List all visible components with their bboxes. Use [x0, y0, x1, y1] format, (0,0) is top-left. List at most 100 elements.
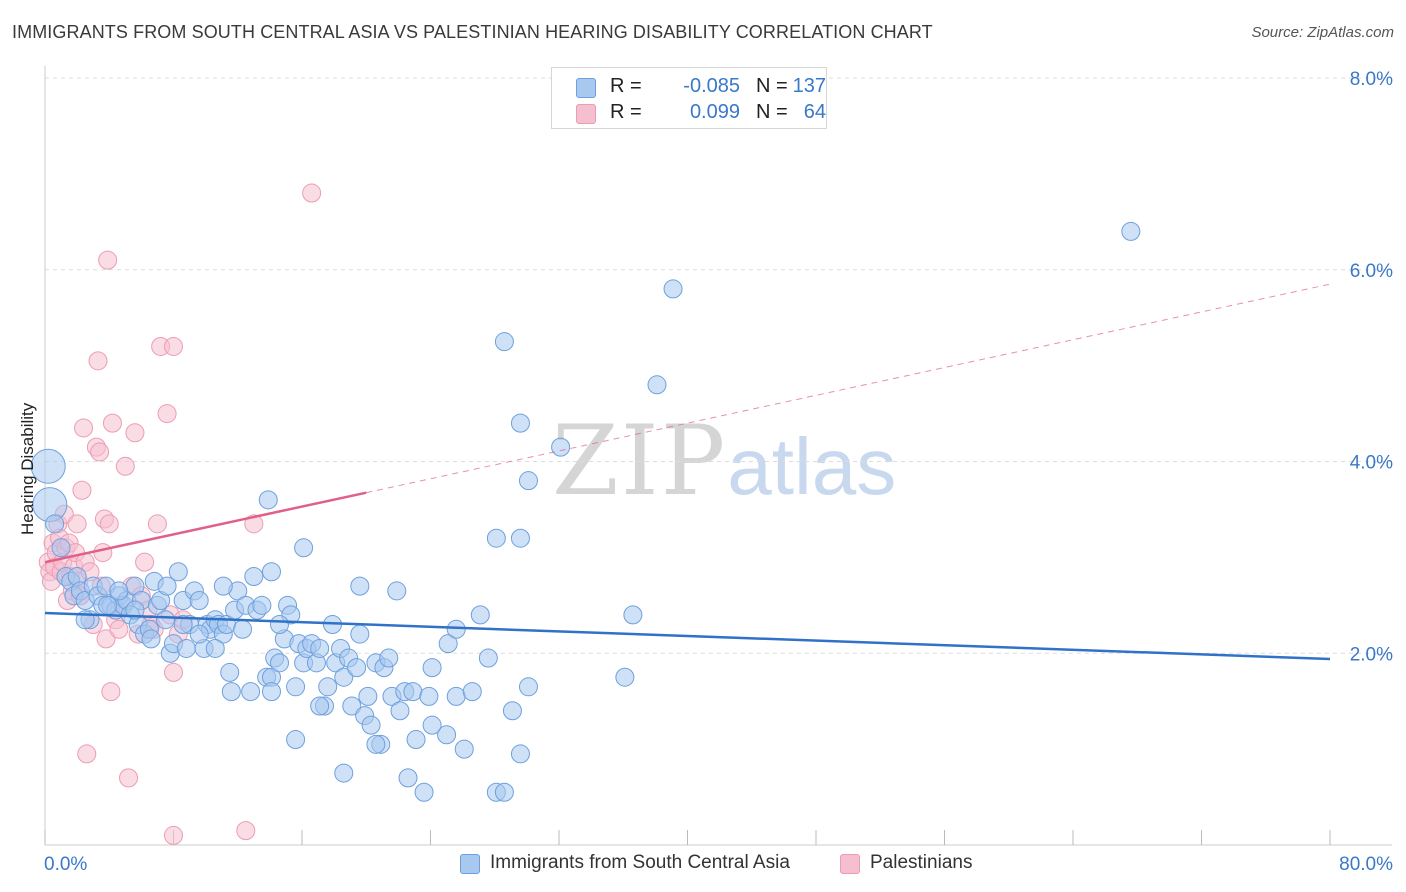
data-point	[403, 682, 423, 702]
data-point	[164, 662, 183, 682]
legend-r-value: 0.099	[689, 101, 740, 123]
data-point	[518, 677, 538, 697]
trend-line-pink	[44, 491, 367, 564]
legend-swatch-pink	[840, 854, 860, 874]
axes	[44, 66, 1392, 846]
data-point	[647, 375, 667, 395]
data-point	[270, 614, 290, 634]
data-point	[310, 696, 330, 716]
data-point	[233, 619, 253, 639]
data-point	[422, 715, 442, 735]
data-point	[302, 183, 322, 203]
x-tick-label: 80.0%	[1339, 854, 1393, 875]
data-point	[147, 514, 167, 534]
legend-label: Immigrants from South Central Asia	[490, 852, 790, 873]
data-point	[379, 648, 399, 668]
data-point	[422, 658, 442, 678]
data-point	[406, 730, 426, 750]
legend-n-value: 64	[803, 101, 826, 123]
legend-swatch-pink	[576, 104, 596, 124]
y-tick-label: 6.0%	[1350, 261, 1393, 282]
data-point	[454, 739, 474, 759]
data-point	[510, 413, 530, 433]
legend-swatch-blue	[460, 854, 480, 874]
data-point	[30, 448, 66, 484]
data-point	[164, 825, 183, 845]
data-point	[398, 768, 418, 788]
data-point	[205, 638, 225, 658]
data-point	[115, 456, 135, 476]
data-point	[387, 581, 407, 601]
trend-line-blue	[44, 611, 1331, 661]
data-point	[109, 581, 129, 601]
south-central-asia-points	[30, 221, 1141, 802]
data-point	[157, 576, 177, 596]
data-point	[157, 404, 177, 424]
data-point	[173, 614, 193, 634]
chart-title: IMMIGRANTS FROM SOUTH CENTRAL ASIA VS PA…	[12, 22, 933, 42]
data-point	[101, 682, 121, 702]
data-point	[164, 336, 183, 356]
data-point	[96, 629, 116, 649]
data-point	[45, 514, 65, 534]
data-point	[99, 514, 119, 534]
legend-n-value: 137	[792, 75, 826, 97]
data-point	[168, 562, 188, 582]
data-point	[93, 543, 113, 563]
data-point	[51, 538, 71, 558]
data-point	[252, 595, 272, 615]
data-point	[551, 437, 571, 457]
data-point	[615, 667, 635, 687]
data-point	[189, 624, 209, 644]
data-point	[446, 619, 466, 639]
data-point	[350, 624, 370, 644]
data-point	[155, 610, 175, 630]
legend-r-label: R =	[610, 101, 642, 123]
legend-r-value: -0.085	[683, 75, 740, 97]
watermark: ZIPatlas	[552, 405, 896, 517]
data-point	[119, 768, 139, 788]
y-tick-label: 8.0%	[1350, 69, 1393, 90]
data-point	[419, 686, 439, 706]
data-point	[502, 701, 522, 721]
data-point	[294, 538, 314, 558]
legend-n-label: N =	[756, 75, 788, 97]
data-point	[342, 696, 362, 716]
data-point	[310, 638, 330, 658]
data-point	[241, 682, 261, 702]
data-point	[478, 648, 498, 668]
correlation-legend: R = -0.085 N = 137 R = 0.099 N = 64	[551, 67, 827, 129]
y-tick-labels: 2.0% 4.0% 6.0% 8.0%	[1350, 69, 1393, 665]
data-point	[270, 653, 290, 673]
data-point	[72, 480, 92, 500]
data-point	[221, 682, 241, 702]
data-point	[361, 715, 381, 735]
data-point	[98, 250, 118, 270]
data-point	[67, 514, 87, 534]
data-point	[90, 442, 110, 462]
data-point	[244, 567, 264, 587]
data-point	[518, 471, 538, 491]
data-point	[135, 552, 155, 572]
data-point	[286, 730, 306, 750]
data-point	[1121, 221, 1141, 241]
grid-lines	[45, 77, 1392, 654]
data-point	[125, 423, 145, 443]
data-point	[74, 418, 94, 438]
legend-label: Palestinians	[870, 852, 973, 873]
chart-source: Source: ZipAtlas.com	[1251, 24, 1394, 41]
data-point	[176, 638, 196, 658]
data-point	[414, 782, 434, 802]
data-point	[494, 782, 514, 802]
data-point	[494, 332, 514, 352]
data-point	[102, 413, 122, 433]
data-point	[510, 528, 530, 548]
data-point	[261, 562, 281, 582]
data-point	[109, 619, 129, 639]
data-point	[286, 677, 306, 697]
data-point	[88, 351, 108, 371]
data-point	[486, 528, 506, 548]
data-point	[623, 605, 643, 625]
watermark-atlas: atlas	[727, 422, 897, 511]
